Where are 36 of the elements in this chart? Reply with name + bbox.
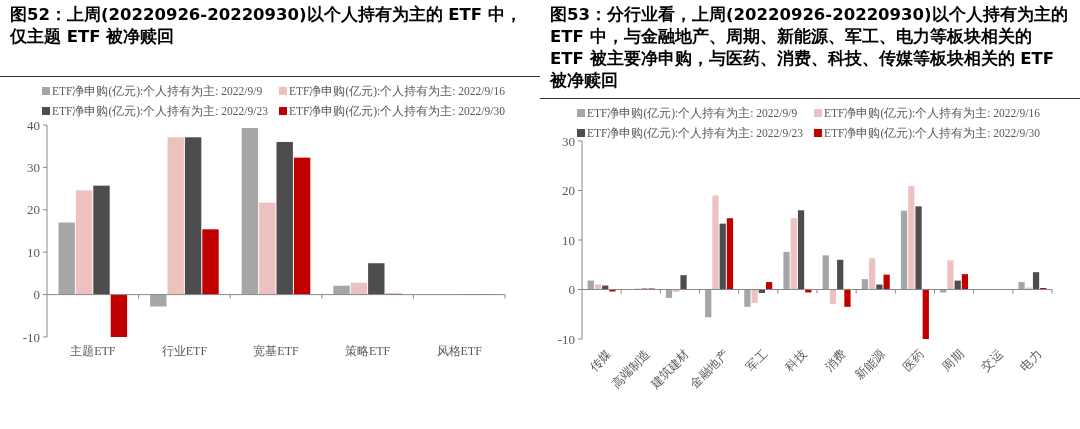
legend-label: ETF净申购(亿元):个人持有为主: 2022/9/23 bbox=[52, 104, 269, 119]
legend-label: ETF净申购(亿元):个人持有为主: 2022/9/16 bbox=[289, 84, 506, 99]
y-tick-label: 30 bbox=[562, 133, 575, 149]
y-tick-label: 10 bbox=[562, 232, 575, 248]
y-tick-label: 20 bbox=[27, 202, 40, 218]
x-tick-label: 新能源 bbox=[852, 347, 888, 383]
x-tick-label: 风格ETF bbox=[436, 344, 483, 358]
x-tick-label: 周期 bbox=[939, 347, 967, 375]
y-tick-label: -10 bbox=[557, 331, 575, 347]
y-tick-label: 20 bbox=[562, 183, 575, 199]
y-tick-label: 0 bbox=[568, 282, 575, 298]
x-tick-label: 消费 bbox=[821, 347, 849, 375]
x-tick-label: 电力 bbox=[1017, 347, 1045, 375]
y-tick-label: 40 bbox=[27, 117, 40, 133]
x-tick-label: 金融地产 bbox=[687, 347, 732, 391]
x-tick-label: 医药 bbox=[900, 347, 927, 375]
y-tick-label: 0 bbox=[33, 287, 40, 303]
chart-title: 图52：上周(20220926-20220930)以个人持有为主的 ETF 中，仅主题 ETF 被净赎回 bbox=[0, 0, 540, 77]
y-tick-label: 10 bbox=[27, 244, 40, 260]
legend-label: ETF净申购(亿元):个人持有为主: 2022/9/30 bbox=[824, 126, 1041, 141]
x-tick-label: 交运 bbox=[978, 347, 1006, 375]
y-tick-label: -10 bbox=[22, 329, 40, 345]
legend-label: ETF净申购(亿元):个人持有为主: 2022/9/16 bbox=[824, 106, 1041, 121]
x-tick-label: 主题ETF bbox=[70, 344, 116, 358]
x-tick-label: 行业ETF bbox=[161, 344, 208, 358]
legend-label: ETF净申购(亿元):个人持有为主: 2022/9/23 bbox=[587, 126, 804, 141]
x-tick-label: 宽基ETF bbox=[253, 344, 299, 358]
x-tick-label: 策略ETF bbox=[344, 344, 391, 358]
legend-label: ETF净申购(亿元):个人持有为主: 2022/9/30 bbox=[289, 104, 506, 119]
x-tick-label: 军工 bbox=[743, 347, 771, 375]
legend-label: ETF净申购(亿元):个人持有为主: 2022/9/9 bbox=[52, 84, 263, 99]
x-tick-label: 科技 bbox=[782, 347, 810, 375]
chart-title: 图53：分行业看，上周(20220926-20220930)以个人持有为主的 ETF 中，与金融地产、周期、新能源、军工、电力等板块相关的 ETF 被主要净申购，与医药、消费、科技、传媒等板块相关的 ETF 被净赎回 bbox=[540, 0, 1080, 99]
x-tick-label: 传媒 bbox=[586, 347, 614, 375]
y-tick-label: 30 bbox=[27, 159, 40, 175]
legend-label: ETF净申购(亿元):个人持有为主: 2022/9/9 bbox=[587, 106, 798, 121]
